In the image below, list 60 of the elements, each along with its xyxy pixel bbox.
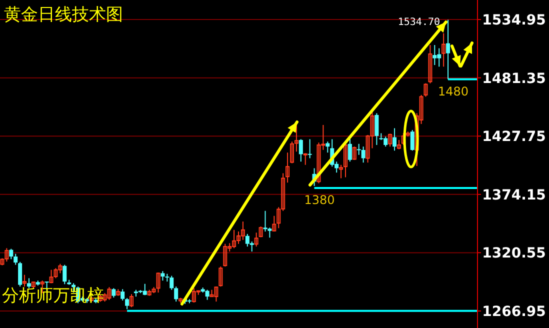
candlestick (18, 261, 22, 288)
chart-title: 黄金日线技术图 (4, 5, 123, 25)
candlestick (156, 272, 160, 294)
candlestick (62, 264, 67, 285)
candlestick (361, 146, 366, 164)
y-tick-label: 1534.95 (482, 12, 546, 29)
candlestick (298, 138, 303, 162)
candlestick (125, 298, 130, 310)
candlestick (308, 138, 312, 159)
candlestick (316, 142, 321, 184)
candlestick (9, 248, 14, 260)
candlestick (410, 129, 414, 152)
y-tick-label: 1320.55 (482, 246, 546, 262)
candlestick (240, 221, 245, 240)
candlestick (290, 141, 294, 164)
candlestick (14, 253, 18, 266)
candlestick (22, 274, 27, 288)
candlestick (294, 124, 298, 152)
candlestick (258, 226, 263, 238)
candlestick (432, 44, 437, 66)
candlestick (174, 286, 178, 302)
candlestick (343, 144, 348, 178)
candlestick (170, 275, 174, 290)
candlestick (218, 266, 223, 288)
candlestick (120, 288, 125, 301)
candlestick (286, 152, 290, 184)
candlestick (446, 19, 450, 80)
candlestick (442, 32, 446, 68)
candlestick (388, 133, 392, 148)
candlestick (205, 289, 210, 300)
candlestick (339, 164, 344, 179)
candlestick (348, 136, 352, 162)
candlestick (223, 243, 228, 268)
candlestick (160, 270, 165, 282)
y-tick-label: 1481.35 (482, 70, 546, 87)
candlestick (374, 112, 379, 146)
candlestick (392, 128, 397, 152)
candlestick (356, 143, 361, 156)
candlestick (326, 141, 330, 154)
annotation: 1534.70 (398, 16, 440, 28)
candlestick (26, 278, 31, 289)
y-tick-label: 1266.95 (482, 304, 546, 320)
candlestick (130, 294, 134, 308)
y-tick-label: 1374.15 (482, 187, 546, 204)
candlestick (352, 146, 356, 160)
candlestick (401, 132, 406, 146)
candlestick (49, 269, 54, 284)
candlestick (112, 288, 116, 298)
candlestick (428, 44, 432, 84)
candlestick (303, 152, 308, 166)
candlestick (214, 286, 218, 302)
candlestick (396, 139, 401, 150)
ref-line-label: 1380 (304, 193, 335, 208)
y-tick-label: 1427.75 (482, 129, 546, 146)
candlestick (254, 232, 258, 248)
candlestick (107, 286, 112, 300)
ref-line-label: 1480 (438, 84, 469, 98)
candlestick (263, 210, 268, 232)
candlestick (54, 268, 58, 279)
candlestick (272, 215, 276, 232)
